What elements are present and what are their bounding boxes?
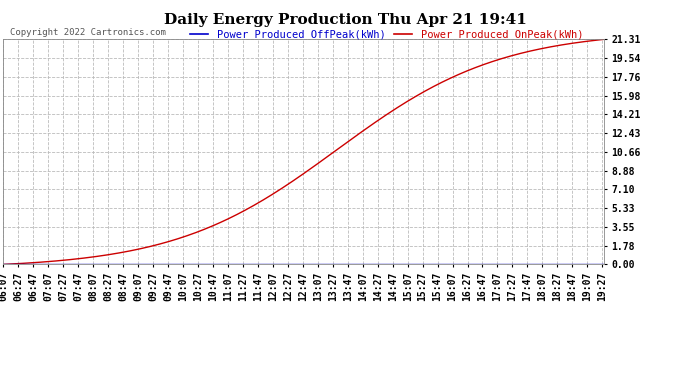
Text: Copyright 2022 Cartronics.com: Copyright 2022 Cartronics.com — [10, 28, 166, 37]
Legend: Power Produced OffPeak(kWh), Power Produced OnPeak(kWh): Power Produced OffPeak(kWh), Power Produ… — [186, 26, 587, 44]
Text: Daily Energy Production Thu Apr 21 19:41: Daily Energy Production Thu Apr 21 19:41 — [164, 13, 526, 27]
